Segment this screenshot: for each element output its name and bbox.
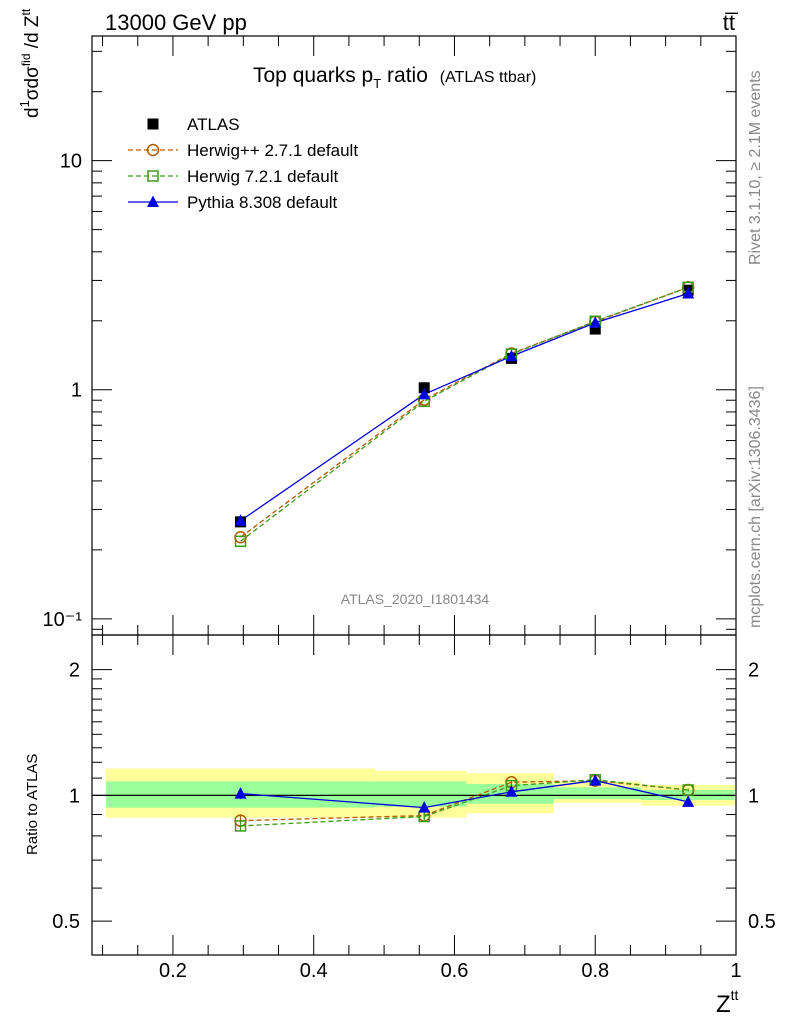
main-data-point bbox=[682, 287, 695, 299]
header-process-label: tt̅ bbox=[723, 10, 739, 35]
legend: ATLAS Herwig++ 2.7.1 default Herwig 7.2.1 … bbox=[128, 115, 358, 212]
main-axis-ticks: 10⁻¹ 1 10 bbox=[43, 36, 737, 635]
ratio-data-point bbox=[234, 820, 247, 832]
legend-marker bbox=[147, 195, 159, 207]
main-plot-title: Top quarks pT ratio (ATLAS ttbar) bbox=[253, 64, 536, 91]
main-y-tick-label: 1 bbox=[71, 380, 82, 402]
mcplots-reference-label: mcplots.cern.ch [arXiv:1306.3436] bbox=[747, 386, 764, 628]
ratio-axis-ticks: 0.2 0.4 0.6 0.8 1 0.5 0.5 1 1 2 2 bbox=[52, 635, 776, 982]
svg-text:d1σdσfid /d Ztt: d1σdσfid /d Ztt bbox=[17, 8, 43, 118]
x-tick-label: 0.8 bbox=[581, 960, 609, 982]
main-y-tick-label: 10 bbox=[60, 151, 82, 173]
main-series-line bbox=[240, 286, 689, 542]
main-data-point bbox=[418, 382, 430, 394]
title-subscript: T bbox=[373, 76, 381, 91]
legend-label: Herwig 7.2.1 default bbox=[187, 167, 338, 186]
rivet-version-label: Rivet 3.1.10, ≥ 2.1M events bbox=[747, 70, 764, 265]
main-y-axis-label: d1σdσfid /d Ztt bbox=[17, 8, 43, 118]
ratio-data-point bbox=[682, 795, 695, 807]
x-tick-label: 0.2 bbox=[159, 960, 187, 982]
x-axis-label-sup: tt bbox=[731, 987, 739, 1003]
main-data-point bbox=[234, 535, 247, 548]
ratio-data-point bbox=[234, 787, 247, 799]
ratio-data-point bbox=[418, 801, 431, 813]
ratio-data-point bbox=[505, 785, 518, 797]
x-tick-label: 0.4 bbox=[300, 960, 328, 982]
ratio-data-point bbox=[682, 784, 694, 796]
main-plot-series bbox=[234, 281, 695, 548]
header-energy-label: 13000 GeV pp bbox=[105, 10, 247, 35]
main-data-point bbox=[234, 514, 247, 526]
title-tail-text: ratio bbox=[381, 64, 428, 87]
legend-marker bbox=[147, 118, 159, 130]
legend-marker bbox=[147, 170, 159, 182]
legend-label: Herwig++ 2.7.1 default bbox=[187, 141, 358, 160]
main-data-point bbox=[418, 387, 431, 400]
x-axis-label-main: Z bbox=[716, 991, 731, 1018]
ratio-data-point bbox=[589, 774, 602, 786]
ratio-plot-series bbox=[234, 773, 695, 832]
x-axis-label: Ztt bbox=[716, 987, 739, 1018]
ratio-y-tick-label: 1 bbox=[69, 785, 80, 807]
ratio-series-line bbox=[240, 779, 689, 822]
main-data-point bbox=[589, 316, 602, 328]
ratio-y-tick-label-right: 1 bbox=[748, 785, 759, 807]
legend-marker bbox=[146, 143, 160, 157]
ratio-band-inner bbox=[553, 787, 641, 800]
ratio-y-tick-label-right: 2 bbox=[748, 660, 759, 682]
title-main-text: Top quarks p bbox=[253, 64, 373, 87]
title-small-text: (ATLAS ttbar) bbox=[440, 69, 537, 86]
legend-label: ATLAS bbox=[187, 115, 240, 134]
main-y-tick-label: 10⁻¹ bbox=[43, 609, 83, 631]
analysis-label: ATLAS_2020_I1801434 bbox=[341, 591, 490, 607]
legend-label: Pythia 8.308 default bbox=[187, 193, 338, 212]
ratio-y-axis-label: Ratio to ATLAS bbox=[24, 754, 41, 855]
ratio-y-tick-label-right: 0.5 bbox=[748, 911, 776, 933]
x-tick-label: 1 bbox=[730, 960, 741, 982]
ratio-y-tick-label: 0.5 bbox=[52, 911, 80, 933]
x-tick-label: 0.6 bbox=[441, 960, 469, 982]
main-series-line bbox=[240, 286, 689, 538]
main-data-point bbox=[505, 349, 518, 362]
ratio-y-tick-label: 2 bbox=[69, 660, 80, 682]
main-data-point bbox=[589, 323, 601, 335]
